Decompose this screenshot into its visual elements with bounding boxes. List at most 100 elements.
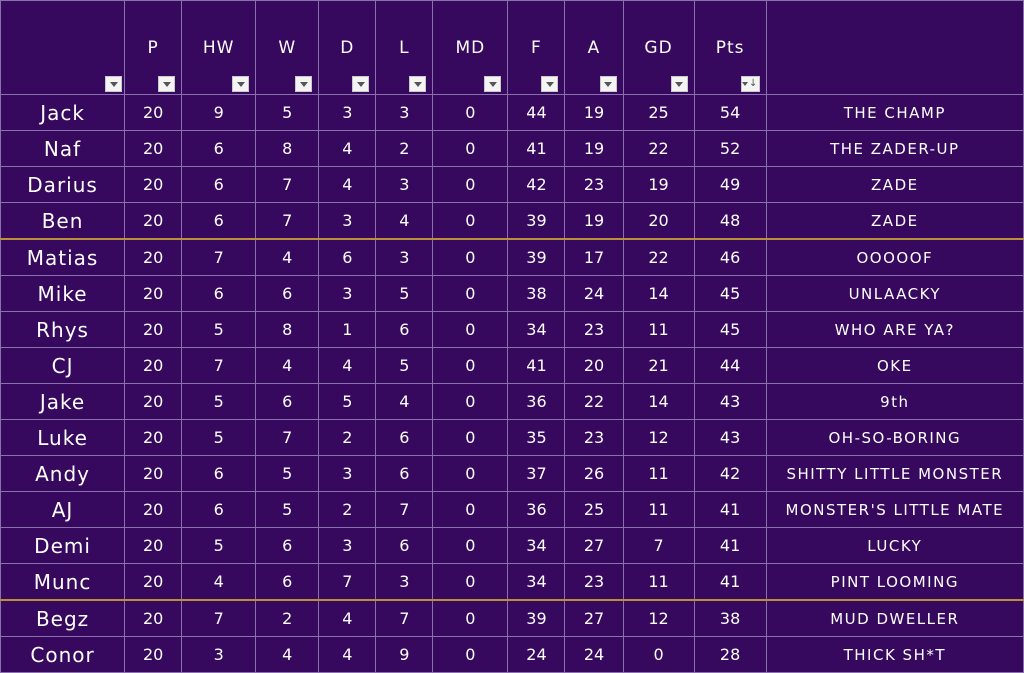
stat-cell-w[interactable]: 7	[255, 419, 320, 456]
stat-cell-pts[interactable]: 44	[693, 347, 767, 384]
stat-cell-hw[interactable]: 6	[181, 455, 257, 492]
stat-cell-md[interactable]: 0	[432, 238, 509, 276]
player-name-cell[interactable]: Ben	[0, 202, 126, 240]
header-cell-gd[interactable]: GD	[622, 0, 695, 95]
nickname-cell[interactable]: THICK SH*T	[765, 636, 1024, 673]
stat-cell-f[interactable]: 35	[507, 419, 566, 456]
stat-cell-pts[interactable]: 46	[693, 238, 767, 276]
filter-dropdown-button[interactable]	[295, 76, 313, 92]
stat-cell-a[interactable]: 19	[564, 94, 624, 131]
player-name-cell[interactable]: Naf	[0, 130, 126, 167]
stat-cell-l[interactable]: 3	[375, 166, 434, 203]
stat-cell-p[interactable]: 20	[124, 238, 183, 276]
stat-cell-p[interactable]: 20	[124, 311, 183, 348]
stat-cell-d[interactable]: 2	[318, 491, 377, 528]
stat-cell-gd[interactable]: 25	[622, 94, 695, 131]
stat-cell-hw[interactable]: 6	[181, 130, 257, 167]
stat-cell-p[interactable]: 20	[124, 636, 183, 673]
stat-cell-pts[interactable]: 45	[693, 311, 767, 348]
nickname-cell[interactable]: ZADE	[765, 202, 1024, 240]
stat-cell-w[interactable]: 5	[255, 94, 320, 131]
stat-cell-md[interactable]: 0	[432, 527, 509, 564]
stat-cell-hw[interactable]: 5	[181, 527, 257, 564]
stat-cell-w[interactable]: 5	[255, 455, 320, 492]
filter-dropdown-button[interactable]	[409, 76, 427, 92]
nickname-cell[interactable]: OOOOOF	[765, 238, 1024, 276]
player-name-cell[interactable]: AJ	[0, 491, 126, 528]
stat-cell-f[interactable]: 41	[507, 130, 566, 167]
stat-cell-gd[interactable]: 12	[622, 599, 695, 637]
stat-cell-l[interactable]: 5	[375, 347, 434, 384]
stat-cell-gd[interactable]: 11	[622, 563, 695, 601]
stat-cell-gd[interactable]: 20	[622, 202, 695, 240]
stat-cell-gd[interactable]: 11	[622, 491, 695, 528]
stat-cell-d[interactable]: 3	[318, 202, 377, 240]
stat-cell-md[interactable]: 0	[432, 166, 509, 203]
stat-cell-d[interactable]: 5	[318, 383, 377, 420]
stat-cell-a[interactable]: 22	[564, 383, 624, 420]
stat-cell-p[interactable]: 20	[124, 491, 183, 528]
stat-cell-l[interactable]: 4	[375, 383, 434, 420]
stat-cell-pts[interactable]: 38	[693, 599, 767, 637]
stat-cell-md[interactable]: 0	[432, 347, 509, 384]
stat-cell-hw[interactable]: 6	[181, 275, 257, 312]
stat-cell-a[interactable]: 27	[564, 599, 624, 637]
stat-cell-d[interactable]: 1	[318, 311, 377, 348]
stat-cell-f[interactable]: 38	[507, 275, 566, 312]
stat-cell-w[interactable]: 6	[255, 527, 320, 564]
filter-dropdown-button[interactable]	[599, 76, 617, 92]
stat-cell-f[interactable]: 39	[507, 238, 566, 276]
header-cell-pts[interactable]: Pts ↓	[693, 0, 767, 95]
stat-cell-f[interactable]: 34	[507, 527, 566, 564]
stat-cell-p[interactable]: 20	[124, 455, 183, 492]
stat-cell-hw[interactable]: 7	[181, 347, 257, 384]
stat-cell-l[interactable]: 6	[375, 419, 434, 456]
stat-cell-md[interactable]: 0	[432, 455, 509, 492]
stat-cell-gd[interactable]: 7	[622, 527, 695, 564]
stat-cell-a[interactable]: 23	[564, 563, 624, 601]
stat-cell-a[interactable]: 19	[564, 130, 624, 167]
stat-cell-a[interactable]: 17	[564, 238, 624, 276]
nickname-cell[interactable]: OH-SO-BORING	[765, 419, 1024, 456]
player-name-cell[interactable]: Matias	[0, 238, 126, 276]
stat-cell-md[interactable]: 0	[432, 311, 509, 348]
stat-cell-d[interactable]: 3	[318, 94, 377, 131]
nickname-cell[interactable]: THE ZADER-UP	[765, 130, 1024, 167]
stat-cell-md[interactable]: 0	[432, 636, 509, 673]
player-name-cell[interactable]: Darius	[0, 166, 126, 203]
stat-cell-l[interactable]: 9	[375, 636, 434, 673]
stat-cell-pts[interactable]: 41	[693, 491, 767, 528]
stat-cell-p[interactable]: 20	[124, 275, 183, 312]
stat-cell-f[interactable]: 34	[507, 311, 566, 348]
stat-cell-hw[interactable]: 5	[181, 383, 257, 420]
stat-cell-md[interactable]: 0	[432, 130, 509, 167]
header-cell-w[interactable]: W	[255, 0, 320, 95]
stat-cell-l[interactable]: 5	[375, 275, 434, 312]
stat-cell-hw[interactable]: 7	[181, 238, 257, 276]
nickname-cell[interactable]: UNLAACKY	[765, 275, 1024, 312]
stat-cell-pts[interactable]: 54	[693, 94, 767, 131]
stat-cell-w[interactable]: 6	[255, 563, 320, 601]
player-name-cell[interactable]: Munc	[0, 563, 126, 601]
stat-cell-md[interactable]: 0	[432, 94, 509, 131]
stat-cell-p[interactable]: 20	[124, 383, 183, 420]
stat-cell-l[interactable]: 2	[375, 130, 434, 167]
stat-cell-gd[interactable]: 14	[622, 383, 695, 420]
stat-cell-d[interactable]: 6	[318, 238, 377, 276]
stat-cell-pts[interactable]: 41	[693, 527, 767, 564]
header-cell-l[interactable]: L	[375, 0, 434, 95]
stat-cell-l[interactable]: 4	[375, 202, 434, 240]
nickname-cell[interactable]: PINT LOOMING	[765, 563, 1024, 601]
stat-cell-md[interactable]: 0	[432, 275, 509, 312]
stat-cell-d[interactable]: 4	[318, 347, 377, 384]
stat-cell-a[interactable]: 27	[564, 527, 624, 564]
player-name-cell[interactable]: Andy	[0, 455, 126, 492]
stat-cell-w[interactable]: 8	[255, 130, 320, 167]
stat-cell-w[interactable]: 2	[255, 599, 320, 637]
stat-cell-l[interactable]: 6	[375, 527, 434, 564]
nickname-cell[interactable]: LUCKY	[765, 527, 1024, 564]
stat-cell-pts[interactable]: 42	[693, 455, 767, 492]
stat-cell-md[interactable]: 0	[432, 599, 509, 637]
stat-cell-p[interactable]: 20	[124, 419, 183, 456]
stat-cell-p[interactable]: 20	[124, 599, 183, 637]
